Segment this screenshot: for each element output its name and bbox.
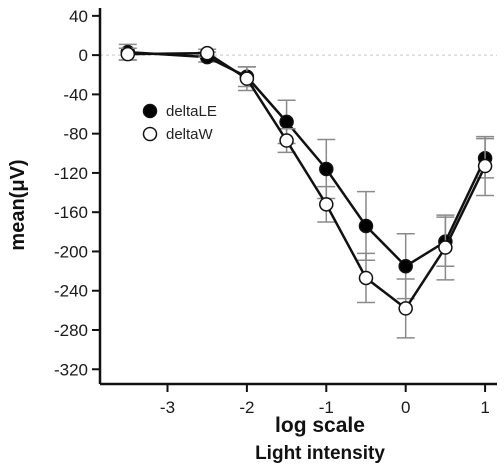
- legend-item-deltaW: deltaW: [142, 126, 214, 143]
- data-point-deltaW: [319, 197, 334, 212]
- data-point-deltaLE: [279, 114, 294, 130]
- x-axis-subtitle: Light intensity: [255, 443, 385, 464]
- legend-label: deltaW: [166, 126, 214, 143]
- data-point-deltaW: [239, 71, 255, 86]
- x-tick-label: -1: [319, 398, 334, 417]
- data-point-deltaW: [477, 158, 493, 174]
- x-tick-label: 1: [480, 398, 489, 417]
- series-line-deltaLE: [127, 50, 487, 268]
- legend-item-deltaLE: deltaLE: [142, 103, 217, 120]
- x-axis-title: log scale: [275, 414, 365, 437]
- y-tick-label: -200: [54, 242, 88, 261]
- x-tick-label: -3: [160, 398, 175, 417]
- y-tick-label: 40: [69, 7, 88, 26]
- data-point-deltaLE: [398, 258, 413, 274]
- series-group: [118, 43, 495, 339]
- data-point-deltaLE: [319, 161, 334, 177]
- y-tick-label: -120: [54, 164, 88, 183]
- legend-marker: [142, 126, 158, 142]
- data-point-deltaW: [199, 45, 215, 61]
- series-deltaW: [118, 45, 495, 339]
- data-point-deltaW: [279, 133, 294, 148]
- y-tick-label: -40: [63, 85, 88, 104]
- series-line-deltaW: [127, 51, 487, 311]
- y-tick-label: -160: [54, 203, 88, 222]
- y-tick-label: -280: [54, 321, 88, 340]
- data-point-deltaLE: [358, 218, 374, 234]
- axes: [98, 8, 497, 386]
- data-point-deltaW: [438, 240, 453, 255]
- x-tick-label: -2: [239, 398, 254, 417]
- data-point-deltaW: [398, 301, 413, 316]
- legend: deltaLE deltaW: [142, 103, 217, 143]
- y-tick-label: -80: [63, 125, 88, 144]
- legend-label: deltaLE: [166, 103, 217, 120]
- y-tick-label: 0: [79, 46, 88, 65]
- y-tick-label: -240: [54, 282, 88, 301]
- x-axis-ticks: -3 -2 -1 0 1: [160, 384, 490, 417]
- data-point-deltaW: [358, 270, 374, 286]
- y-axis-title: mean(μV): [7, 159, 29, 250]
- x-tick-label: 0: [401, 398, 410, 417]
- data-point-deltaW: [120, 46, 136, 62]
- y-tick-label: -320: [54, 360, 88, 379]
- legend-marker: [142, 103, 158, 119]
- y-axis-ticks: 40 0 -40 -80 -120 -160 -200 -240 -280 -320: [54, 7, 100, 379]
